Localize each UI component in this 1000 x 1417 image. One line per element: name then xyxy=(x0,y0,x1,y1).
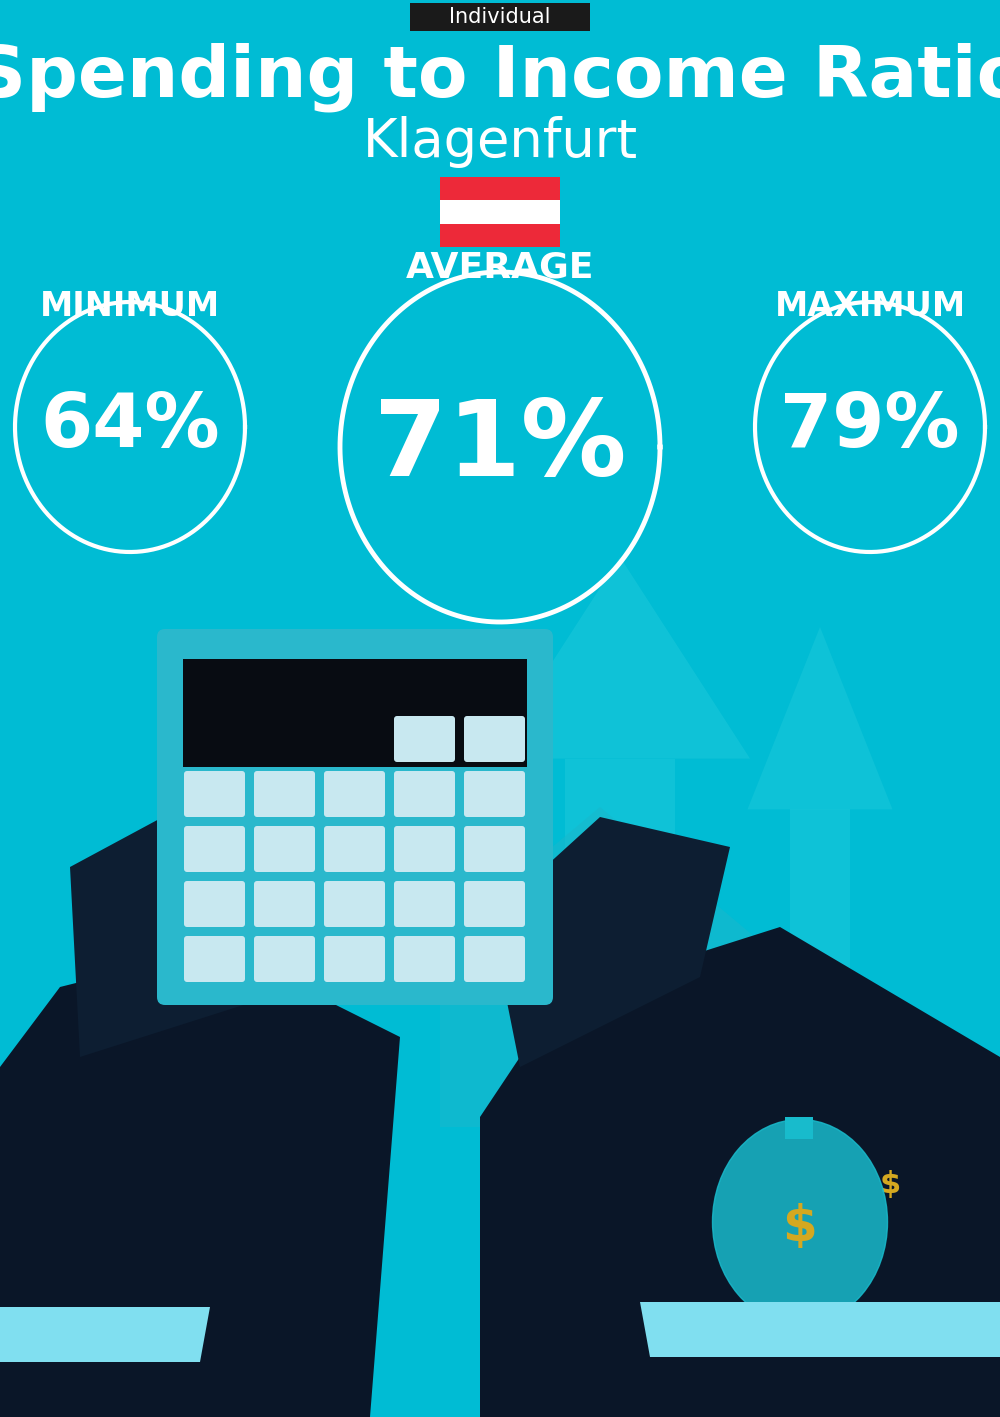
FancyBboxPatch shape xyxy=(254,881,315,927)
FancyBboxPatch shape xyxy=(324,771,385,818)
FancyBboxPatch shape xyxy=(680,1179,860,1190)
FancyBboxPatch shape xyxy=(324,826,385,871)
FancyBboxPatch shape xyxy=(440,224,560,247)
Polygon shape xyxy=(0,947,400,1417)
Polygon shape xyxy=(440,808,760,941)
FancyBboxPatch shape xyxy=(254,771,315,818)
FancyBboxPatch shape xyxy=(464,716,525,762)
Text: MAXIMUM: MAXIMUM xyxy=(774,290,966,323)
Text: $: $ xyxy=(879,1170,901,1200)
Text: 79%: 79% xyxy=(780,391,960,463)
Ellipse shape xyxy=(712,1119,888,1325)
FancyBboxPatch shape xyxy=(638,857,670,917)
FancyBboxPatch shape xyxy=(464,826,525,871)
FancyBboxPatch shape xyxy=(680,1221,860,1231)
FancyBboxPatch shape xyxy=(394,771,455,818)
Text: Klagenfurt: Klagenfurt xyxy=(362,116,638,169)
FancyBboxPatch shape xyxy=(440,177,560,200)
FancyBboxPatch shape xyxy=(184,826,245,871)
FancyBboxPatch shape xyxy=(680,1207,860,1219)
Polygon shape xyxy=(748,626,893,809)
FancyBboxPatch shape xyxy=(157,629,553,1005)
FancyBboxPatch shape xyxy=(440,200,560,224)
FancyBboxPatch shape xyxy=(394,881,455,927)
FancyBboxPatch shape xyxy=(184,771,245,818)
Polygon shape xyxy=(300,638,460,771)
FancyBboxPatch shape xyxy=(568,1053,632,1127)
Polygon shape xyxy=(70,796,340,1057)
FancyBboxPatch shape xyxy=(394,937,455,982)
Polygon shape xyxy=(0,1306,210,1362)
FancyBboxPatch shape xyxy=(440,941,760,1127)
Text: MINIMUM: MINIMUM xyxy=(40,290,220,323)
Polygon shape xyxy=(640,1302,1000,1357)
FancyBboxPatch shape xyxy=(464,937,525,982)
FancyBboxPatch shape xyxy=(410,3,590,31)
FancyBboxPatch shape xyxy=(184,937,245,982)
Polygon shape xyxy=(490,557,750,758)
Text: AVERAGE: AVERAGE xyxy=(406,249,594,283)
FancyBboxPatch shape xyxy=(680,1165,860,1176)
FancyBboxPatch shape xyxy=(324,937,385,982)
Polygon shape xyxy=(480,927,1000,1417)
Text: 64%: 64% xyxy=(40,391,220,463)
FancyBboxPatch shape xyxy=(790,809,850,1007)
FancyBboxPatch shape xyxy=(785,1117,813,1139)
Text: 71%: 71% xyxy=(374,395,626,497)
FancyBboxPatch shape xyxy=(254,937,315,982)
Polygon shape xyxy=(490,818,730,1067)
Text: $: $ xyxy=(783,1203,817,1251)
FancyBboxPatch shape xyxy=(882,1111,902,1127)
FancyBboxPatch shape xyxy=(254,826,315,871)
FancyBboxPatch shape xyxy=(394,716,455,762)
Text: Spending to Income Ratio: Spending to Income Ratio xyxy=(0,43,1000,112)
FancyBboxPatch shape xyxy=(324,881,385,927)
FancyBboxPatch shape xyxy=(464,881,525,927)
Text: Individual: Individual xyxy=(449,7,551,27)
FancyBboxPatch shape xyxy=(680,1193,860,1204)
FancyBboxPatch shape xyxy=(394,826,455,871)
FancyBboxPatch shape xyxy=(680,1151,860,1162)
Ellipse shape xyxy=(825,1110,955,1254)
FancyBboxPatch shape xyxy=(184,881,245,927)
FancyBboxPatch shape xyxy=(183,659,527,767)
FancyBboxPatch shape xyxy=(346,771,414,917)
FancyBboxPatch shape xyxy=(464,771,525,818)
FancyBboxPatch shape xyxy=(565,758,675,976)
